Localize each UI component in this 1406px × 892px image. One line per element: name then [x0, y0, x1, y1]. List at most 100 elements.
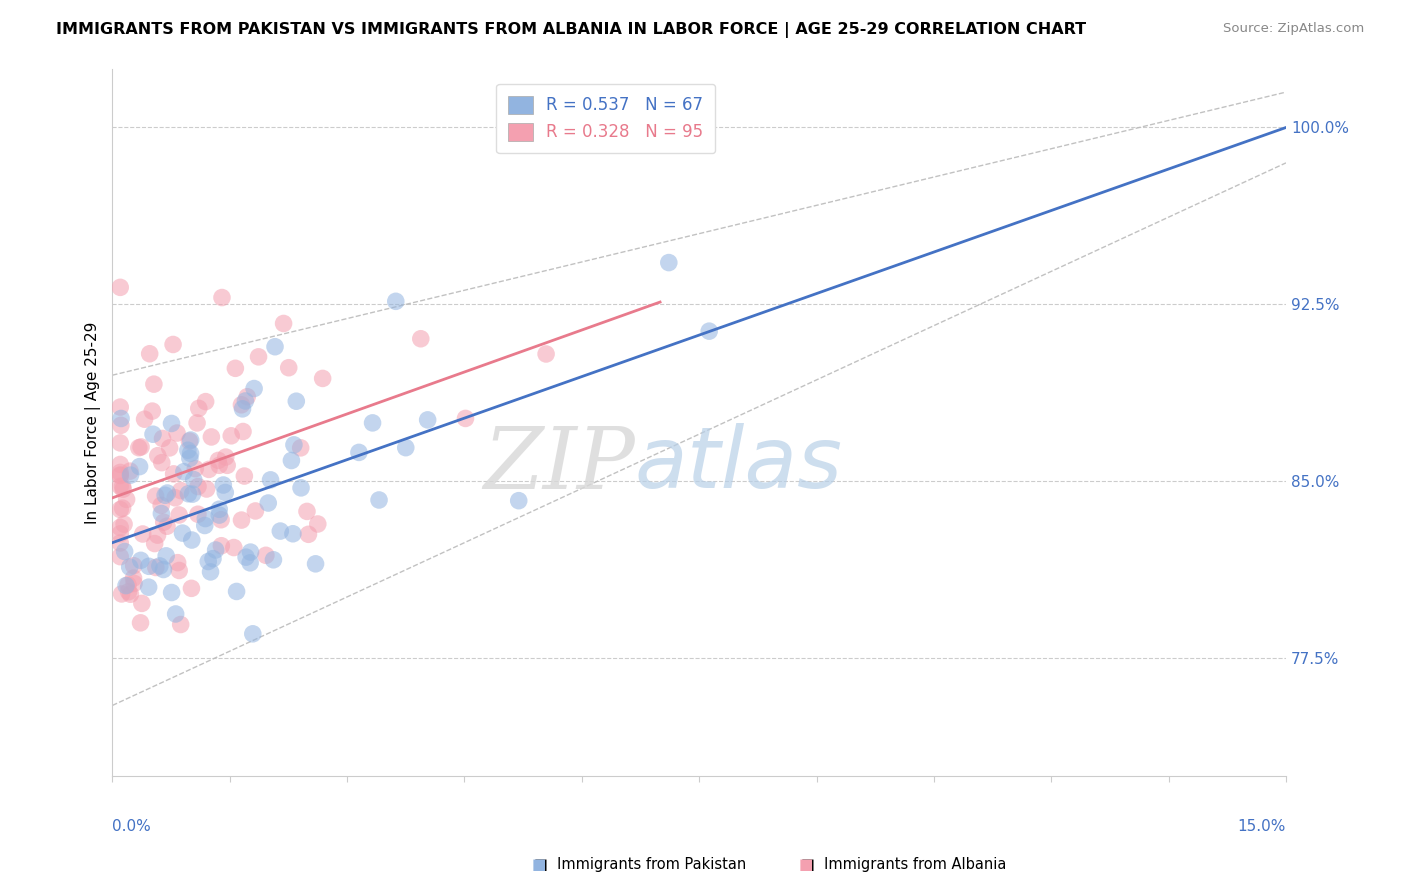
Y-axis label: In Labor Force | Age 25-29: In Labor Force | Age 25-29 [86, 321, 101, 524]
Point [167, 564, 190, 578]
Point [122, 576, 145, 591]
Point [122, 571, 145, 585]
Text: ■: ■ [531, 857, 546, 872]
Point [245, 504, 267, 518]
Point [110, 466, 132, 480]
Point [697, 324, 720, 338]
Point [232, 425, 254, 439]
Point [269, 524, 291, 538]
Point [110, 280, 132, 294]
Point [195, 482, 218, 496]
Point [239, 545, 262, 559]
Point [658, 255, 681, 269]
Text: ■  Immigrants from Pakistan: ■ Immigrants from Pakistan [534, 857, 747, 872]
Point [361, 416, 384, 430]
Point [215, 450, 238, 464]
Point [111, 587, 134, 601]
Point [295, 504, 318, 518]
Point [129, 440, 152, 454]
Point [187, 401, 209, 416]
Point [235, 550, 257, 565]
Point [110, 502, 132, 516]
Point [118, 560, 141, 574]
Point [142, 377, 165, 392]
Point [112, 517, 135, 532]
Point [177, 443, 200, 458]
Point [167, 508, 190, 522]
Point [152, 562, 174, 576]
Point [204, 543, 226, 558]
Point [145, 560, 167, 574]
Point [122, 558, 145, 573]
Text: ZIP: ZIP [482, 424, 634, 506]
Point [173, 465, 195, 479]
Point [534, 347, 557, 361]
Point [211, 291, 233, 305]
Point [112, 482, 135, 496]
Point [156, 519, 179, 533]
Point [384, 294, 406, 309]
Point [150, 507, 173, 521]
Point [207, 453, 229, 467]
Point [290, 441, 312, 455]
Point [186, 416, 208, 430]
Point [110, 479, 132, 493]
Point [111, 479, 134, 493]
Point [110, 526, 132, 541]
Point [233, 469, 256, 483]
Point [155, 549, 177, 563]
Point [166, 425, 188, 440]
Point [152, 515, 174, 529]
Text: 15.0%: 15.0% [1237, 819, 1286, 834]
Point [117, 584, 139, 599]
Point [141, 404, 163, 418]
Point [416, 413, 439, 427]
Text: atlas: atlas [634, 424, 842, 507]
Point [110, 436, 132, 450]
Point [180, 582, 202, 596]
Point [145, 489, 167, 503]
Point [138, 347, 160, 361]
Point [209, 513, 232, 527]
Point [160, 417, 183, 431]
Point [120, 468, 142, 483]
Point [110, 536, 132, 550]
Legend: R = 0.537   N = 67, R = 0.328   N = 95: R = 0.537 N = 67, R = 0.328 N = 95 [496, 84, 716, 153]
Point [142, 427, 165, 442]
Point [395, 441, 418, 455]
Point [409, 332, 432, 346]
Point [280, 453, 302, 467]
Text: ■  Immigrants from Albania: ■ Immigrants from Albania [801, 857, 1007, 872]
Point [194, 518, 217, 533]
Point [128, 459, 150, 474]
Point [110, 418, 132, 433]
Point [242, 627, 264, 641]
Point [259, 473, 281, 487]
Point [273, 317, 295, 331]
Point [222, 541, 245, 555]
Point [110, 468, 132, 483]
Point [146, 449, 169, 463]
Point [281, 526, 304, 541]
Text: 0.0%: 0.0% [112, 819, 152, 834]
Point [179, 451, 201, 466]
Point [170, 617, 193, 632]
Point [138, 580, 160, 594]
Point [347, 445, 370, 459]
Point [262, 553, 284, 567]
Point [254, 549, 277, 563]
Point [236, 390, 259, 404]
Point [200, 565, 222, 579]
Point [224, 361, 246, 376]
Text: ■: ■ [799, 857, 813, 872]
Point [118, 464, 141, 478]
Point [162, 337, 184, 351]
Point [166, 556, 188, 570]
Point [225, 584, 247, 599]
Point [117, 578, 139, 592]
Point [277, 360, 299, 375]
Point [146, 528, 169, 542]
Point [307, 516, 329, 531]
Point [162, 467, 184, 481]
Point [110, 520, 132, 534]
